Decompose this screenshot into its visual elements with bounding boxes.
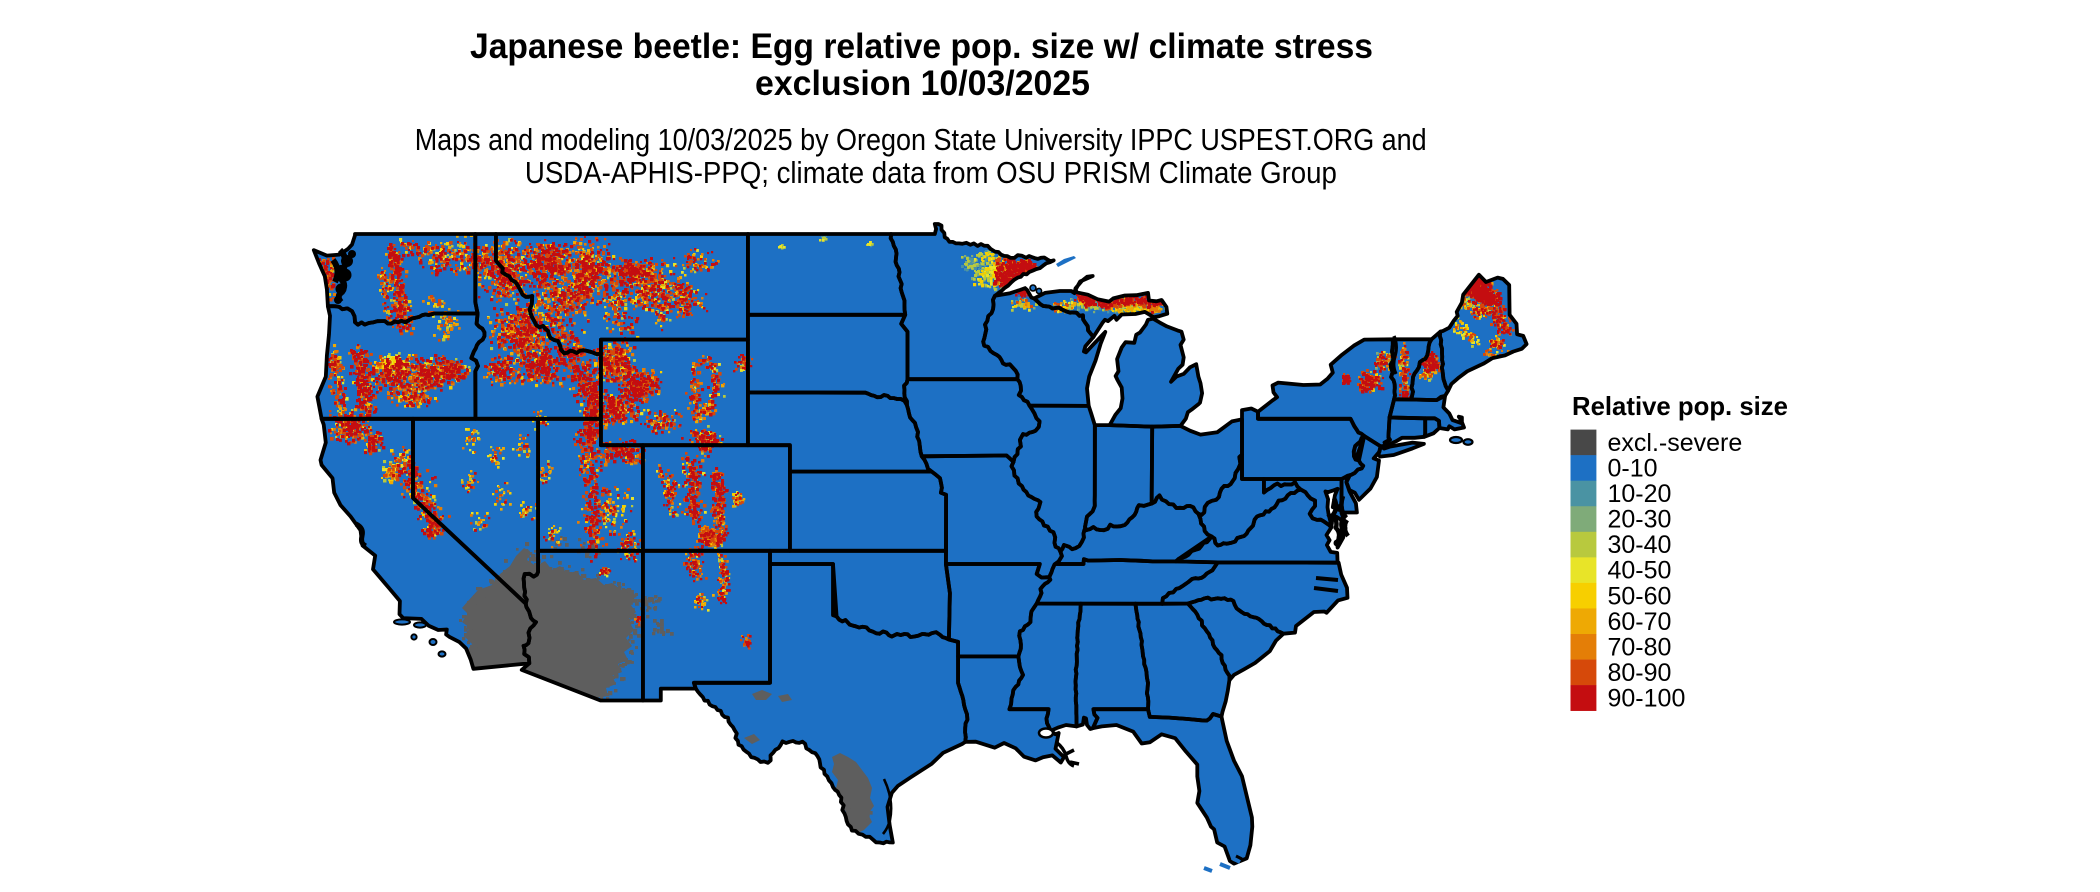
svg-text:90-100: 90-100: [1608, 685, 1686, 713]
svg-text:40-50: 40-50: [1608, 557, 1672, 585]
svg-text:excl.-severe: excl.-severe: [1608, 429, 1743, 457]
svg-text:70-80: 70-80: [1608, 633, 1672, 661]
svg-text:30-40: 30-40: [1608, 531, 1672, 559]
svg-text:80-90: 80-90: [1608, 659, 1672, 687]
svg-text:exclusion 10/03/2025: exclusion 10/03/2025: [755, 64, 1090, 103]
svg-text:0-10: 0-10: [1608, 455, 1658, 483]
svg-text:60-70: 60-70: [1608, 608, 1672, 636]
svg-text:USDA-APHIS-PPQ; climate data f: USDA-APHIS-PPQ; climate data from OSU PR…: [525, 155, 1337, 190]
svg-text:Relative pop. size: Relative pop. size: [1572, 391, 1788, 421]
svg-text:Maps and modeling 10/03/2025 b: Maps and modeling 10/03/2025 by Oregon S…: [415, 122, 1427, 157]
svg-text:20-30: 20-30: [1608, 506, 1672, 534]
svg-text:10-20: 10-20: [1608, 480, 1672, 508]
svg-text:50-60: 50-60: [1608, 582, 1672, 610]
svg-text:Japanese beetle: Egg relative: Japanese beetle: Egg relative pop. size …: [470, 27, 1373, 66]
